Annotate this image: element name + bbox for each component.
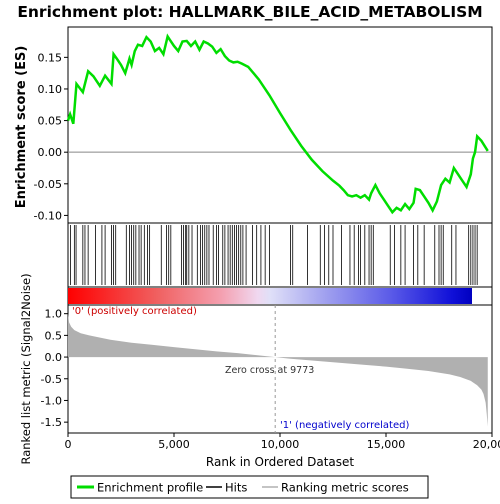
metric-x-tick-label: 20,000 xyxy=(473,438,500,451)
metric-y-tick-label: -1.5 xyxy=(41,416,62,429)
es-y-axis: -0.10 -0.05 0.00 0.05 0.10 0.15 xyxy=(34,51,68,222)
es-y-tick-label: -0.10 xyxy=(34,209,62,222)
metric-x-tick-label: 5,000 xyxy=(158,438,190,451)
metric-y-axis-label: Ranked list metric (Signal2Noise) xyxy=(19,273,33,464)
es-y-tick-label: 0.05 xyxy=(38,115,63,128)
metric-y-tick-label: 1.0 xyxy=(45,308,63,321)
metric-y-tick-label: -0.5 xyxy=(41,373,62,386)
metric-y-tick-label: 0.0 xyxy=(45,351,63,364)
negative-correlation-label: '1' (negatively correlated) xyxy=(280,420,409,431)
legend-ranking-metric-label: Ranking metric scores xyxy=(281,481,409,495)
legend-hits-label: Hits xyxy=(225,481,247,495)
metric-x-tick-label: 0 xyxy=(65,438,72,451)
rank-colorbar xyxy=(68,287,492,305)
metric-y-tick-label: -1.0 xyxy=(41,394,62,407)
es-y-axis-label: Enrichment score (ES) xyxy=(14,46,29,209)
metric-y-tick-label: 0.5 xyxy=(45,329,63,342)
es-y-tick-label: 0.15 xyxy=(38,51,63,64)
metric-y-axis: -1.5 -1.0 -0.5 0.0 0.5 1.0 xyxy=(41,308,68,429)
legend-enrichment-profile-label: Enrichment profile xyxy=(97,481,203,495)
zero-cross-label: Zero cross at 9773 xyxy=(225,365,314,376)
metric-x-tick-label: 15,000 xyxy=(367,438,406,451)
es-panel-frame xyxy=(68,27,492,223)
chart-title: Enrichment plot: HALLMARK_BILE_ACID_META… xyxy=(17,3,482,21)
legend: Enrichment profile Hits Ranking metric s… xyxy=(71,476,428,498)
metric-x-tick-label: 10,000 xyxy=(261,438,300,451)
metric-x-axis-label: Rank in Ordered Dataset xyxy=(206,455,354,469)
rank-colorbar-gradient xyxy=(68,288,472,304)
es-y-tick-label: -0.05 xyxy=(34,178,62,191)
metric-x-axis: 0 5,000 10,000 15,000 20,000 xyxy=(65,433,500,451)
es-panel: -0.10 -0.05 0.00 0.05 0.10 0.15 Enrichment sc… xyxy=(14,27,492,223)
es-y-tick-label: 0.10 xyxy=(38,83,63,96)
es-y-tick-label: 0.00 xyxy=(38,146,63,159)
positive-correlation-label: '0' (positively correlated) xyxy=(72,306,197,317)
hits-panel xyxy=(68,223,492,287)
